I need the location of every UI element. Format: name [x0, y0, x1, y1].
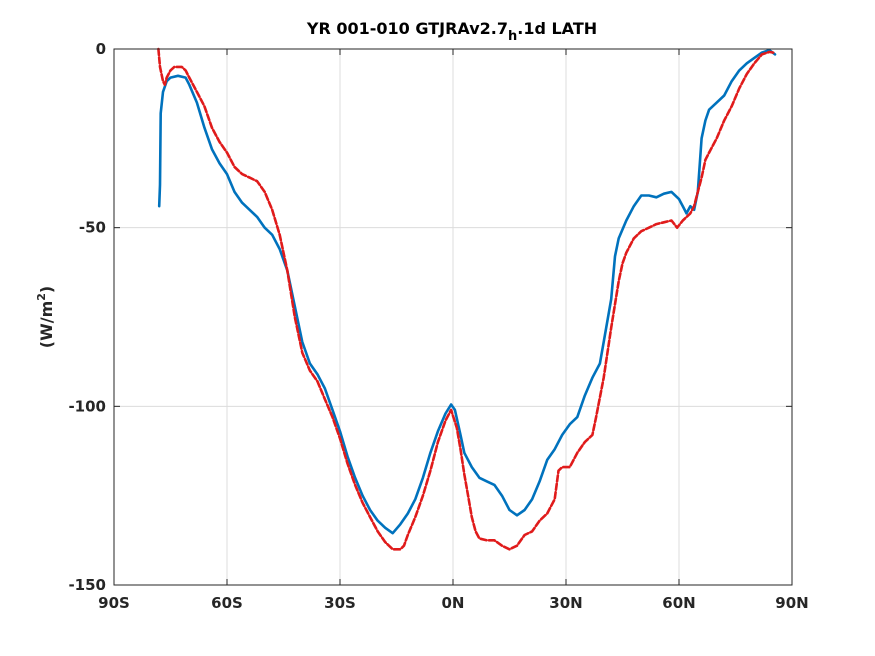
chart-title-rest: .1d LATH	[517, 19, 597, 38]
series-lines	[157, 47, 777, 551]
x-tick-label: 90N	[775, 594, 808, 612]
series-line-1	[157, 48, 777, 535]
tick-marks	[113, 48, 793, 586]
x-tick-label: 60S	[211, 594, 243, 612]
y-tick-label: -100	[68, 397, 106, 415]
series-line-2	[157, 47, 775, 551]
x-tick-label: 90S	[98, 594, 130, 612]
y-tick-labels: 0 -50 -100 -150	[68, 40, 106, 594]
y-axis-label-suffix: )	[37, 286, 56, 293]
y-axis-label: (W/m2)	[35, 286, 56, 348]
x-tick-label: 30S	[324, 594, 356, 612]
x-tick-label: 30N	[549, 594, 582, 612]
chart-title-subscript: h	[508, 29, 517, 44]
y-tick-label: 0	[96, 40, 106, 58]
y-tick-label: -50	[79, 219, 106, 237]
x-tick-label: 0N	[442, 594, 465, 612]
chart-title: YR 001-010 GTJRAv2.7h.1d LATH	[306, 19, 597, 44]
y-tick-label: -150	[68, 576, 106, 594]
x-tick-labels: 90S 60S 30S 0N 30N 60N 90N	[98, 594, 809, 612]
x-tick-label: 60N	[662, 594, 695, 612]
chart-title-main: YR 001-010 GTJRAv2.7	[306, 19, 508, 38]
y-axis-label-prefix: (W/m	[37, 301, 56, 348]
y-axis-label-superscript: 2	[35, 293, 48, 301]
